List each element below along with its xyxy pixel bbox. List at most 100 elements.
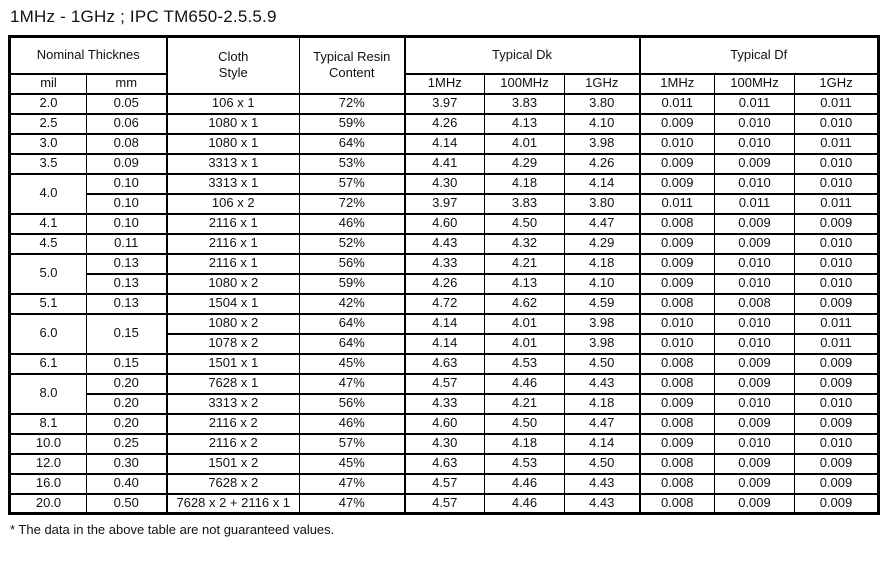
table-row: 10.0 0.25 2116 x 2 57% 4.30 4.18 4.14 0.009 0.01… bbox=[9, 432, 879, 455]
cell-dk-1mhz: 4.60 bbox=[404, 212, 485, 235]
cell-cloth-style: 1504 x 1 bbox=[166, 292, 300, 315]
cell-df-1mhz: 0.009 bbox=[639, 112, 715, 135]
cell-df-1mhz: 0.011 bbox=[639, 92, 715, 115]
cell-dk-100mhz: 4.46 bbox=[484, 472, 565, 495]
table-row: 1078 x 2 64% 4.14 4.01 3.98 0.010 0.010 0.011 bbox=[10, 332, 879, 355]
table-row: 5.0 0.13 2116 x 1 56% 4.33 4.21 4.18 0.009 0.010… bbox=[9, 252, 879, 295]
cell-df-100mhz: 0.008 bbox=[714, 292, 795, 315]
cell-cloth-style: 3313 x 2 bbox=[166, 392, 300, 415]
cell-dk-100mhz: 4.01 bbox=[484, 132, 565, 155]
header-mm: mm bbox=[86, 72, 168, 95]
cell-resin-content: 45% bbox=[299, 452, 406, 475]
table-row: 0.10 106 x 2 72% 3.97 3.83 3.80 0.011 0.011 0.01… bbox=[10, 192, 879, 215]
cell-dk-100mhz: 4.18 bbox=[484, 432, 565, 455]
header-typical-df: Typical Df bbox=[639, 35, 879, 75]
cell-cloth-style: 2116 x 1 bbox=[166, 212, 300, 235]
cell-dk-1ghz: 3.98 bbox=[564, 332, 641, 355]
cell-df-100mhz: 0.010 bbox=[714, 132, 795, 155]
cell-dk-1ghz: 4.50 bbox=[564, 452, 641, 475]
cell-thickness-mil: 4.1 bbox=[9, 212, 87, 235]
header-dk-100mhz: 100MHz bbox=[484, 72, 565, 95]
table-row: 5.1 0.13 1504 x 1 42% 4.72 4.62 4.59 0.008 0.008… bbox=[9, 292, 879, 315]
table-row: 3.0 0.08 1080 x 1 64% 4.14 4.01 3.98 0.010 0.010… bbox=[9, 132, 879, 155]
cell-dk-1ghz: 4.59 bbox=[564, 292, 641, 315]
table-header: Nominal Thicknes Cloth Style Typical Res… bbox=[9, 35, 879, 95]
cell-df-100mhz: 0.010 bbox=[714, 432, 795, 455]
cell-df-1mhz: 0.010 bbox=[639, 312, 715, 335]
cell-thickness-mm: 0.05 bbox=[86, 92, 168, 115]
cell-df-100mhz: 0.010 bbox=[714, 392, 795, 415]
cell-cloth-style: 106 x 1 bbox=[166, 92, 300, 115]
cell-dk-1mhz: 3.97 bbox=[404, 92, 485, 115]
cell-df-1mhz: 0.008 bbox=[639, 372, 715, 395]
cell-cloth-style: 2116 x 2 bbox=[166, 412, 300, 435]
cell-dk-100mhz: 4.46 bbox=[484, 492, 565, 515]
cell-dk-1mhz: 4.63 bbox=[404, 452, 485, 475]
table-row: 20.0 0.50 7628 x 2 + 2116 x 1 47% 4.57 4.46 4.… bbox=[9, 492, 879, 515]
cell-resin-content: 46% bbox=[299, 412, 406, 435]
cell-thickness-mil: 10.0 bbox=[9, 432, 87, 455]
cell-thickness-mm: 0.13 bbox=[86, 252, 168, 275]
cell-resin-content: 72% bbox=[299, 92, 406, 115]
cell-df-1ghz: 0.009 bbox=[794, 492, 879, 515]
cell-cloth-style: 1080 x 2 bbox=[166, 312, 300, 335]
cell-dk-1mhz: 4.30 bbox=[404, 172, 485, 195]
cell-thickness-mil: 16.0 bbox=[9, 472, 87, 495]
cell-df-1mhz: 0.008 bbox=[639, 292, 715, 315]
cell-thickness-mil: 4.5 bbox=[9, 232, 87, 255]
cell-df-1ghz: 0.009 bbox=[794, 472, 879, 495]
table-row: 2.5 0.06 1080 x 1 59% 4.26 4.13 4.10 0.009 0.010… bbox=[9, 112, 879, 135]
cell-df-100mhz: 0.010 bbox=[714, 332, 795, 355]
table-row: 3.5 0.09 3313 x 1 53% 4.41 4.29 4.26 0.009 0.009… bbox=[9, 152, 879, 175]
cell-df-1ghz: 0.011 bbox=[794, 312, 879, 335]
cell-dk-1mhz: 4.30 bbox=[404, 432, 485, 455]
cell-thickness-mm: 0.11 bbox=[86, 232, 168, 255]
cell-dk-1ghz: 4.50 bbox=[564, 352, 641, 375]
cell-resin-content: 56% bbox=[299, 252, 406, 275]
cell-dk-1ghz: 4.10 bbox=[564, 112, 641, 135]
table-row: 6.1 0.15 1501 x 1 45% 4.63 4.53 4.50 0.008 0.009… bbox=[9, 352, 879, 375]
cell-thickness-mm: 0.40 bbox=[86, 472, 168, 495]
cell-thickness-mil: 6.0 bbox=[9, 312, 87, 355]
cell-resin-content: 64% bbox=[299, 332, 406, 355]
cell-cloth-style: 1078 x 2 bbox=[166, 332, 300, 355]
cell-cloth-style: 2116 x 2 bbox=[166, 432, 300, 455]
cell-dk-1mhz: 4.26 bbox=[404, 272, 485, 295]
cell-resin-content: 47% bbox=[299, 372, 406, 395]
cell-dk-1mhz: 4.14 bbox=[404, 312, 485, 335]
cell-dk-1ghz: 4.14 bbox=[564, 432, 641, 455]
cell-df-1ghz: 0.009 bbox=[794, 292, 879, 315]
cell-df-1ghz: 0.009 bbox=[794, 352, 879, 375]
cell-df-1ghz: 0.010 bbox=[794, 112, 879, 135]
cell-dk-100mhz: 4.46 bbox=[484, 372, 565, 395]
laminate-properties-table: Nominal Thicknes Cloth Style Typical Res… bbox=[8, 35, 880, 515]
cell-dk-1ghz: 4.47 bbox=[564, 412, 641, 435]
cell-dk-1mhz: 4.63 bbox=[404, 352, 485, 375]
cell-thickness-mil: 8.0 bbox=[9, 372, 87, 415]
cell-resin-content: 57% bbox=[299, 432, 406, 455]
cell-resin-content: 72% bbox=[299, 192, 406, 215]
cell-thickness-mil: 5.1 bbox=[9, 292, 87, 315]
cell-df-1ghz: 0.010 bbox=[794, 232, 879, 255]
cell-df-100mhz: 0.010 bbox=[714, 272, 795, 295]
cell-dk-1mhz: 4.72 bbox=[404, 292, 485, 315]
cell-df-100mhz: 0.009 bbox=[714, 412, 795, 435]
cell-thickness-mm: 0.08 bbox=[86, 132, 168, 155]
cell-thickness-mil: 6.1 bbox=[9, 352, 87, 375]
cell-df-100mhz: 0.009 bbox=[714, 372, 795, 395]
cell-thickness-mm: 0.06 bbox=[86, 112, 168, 135]
cell-thickness-mil: 12.0 bbox=[9, 452, 87, 475]
cell-dk-1mhz: 4.33 bbox=[404, 252, 485, 275]
header-row-subcolumns: mil mm 1MHz 100MHz 1GHz 1MHz 100MHz 1GHz bbox=[9, 72, 879, 95]
cell-df-1ghz: 0.010 bbox=[794, 272, 879, 295]
cell-thickness-mm: 0.15 bbox=[86, 352, 168, 375]
cell-df-100mhz: 0.009 bbox=[714, 152, 795, 175]
cell-dk-100mhz: 4.62 bbox=[484, 292, 565, 315]
cell-thickness-mm: 0.30 bbox=[86, 452, 168, 475]
cell-thickness-mil: 2.5 bbox=[9, 112, 87, 135]
cell-cloth-style: 7628 x 2 bbox=[166, 472, 300, 495]
cell-thickness-mil: 5.0 bbox=[9, 252, 87, 295]
cell-cloth-style: 2116 x 1 bbox=[166, 252, 300, 275]
cell-thickness-mm: 0.15 bbox=[86, 312, 168, 355]
cell-dk-1mhz: 4.33 bbox=[404, 392, 485, 415]
